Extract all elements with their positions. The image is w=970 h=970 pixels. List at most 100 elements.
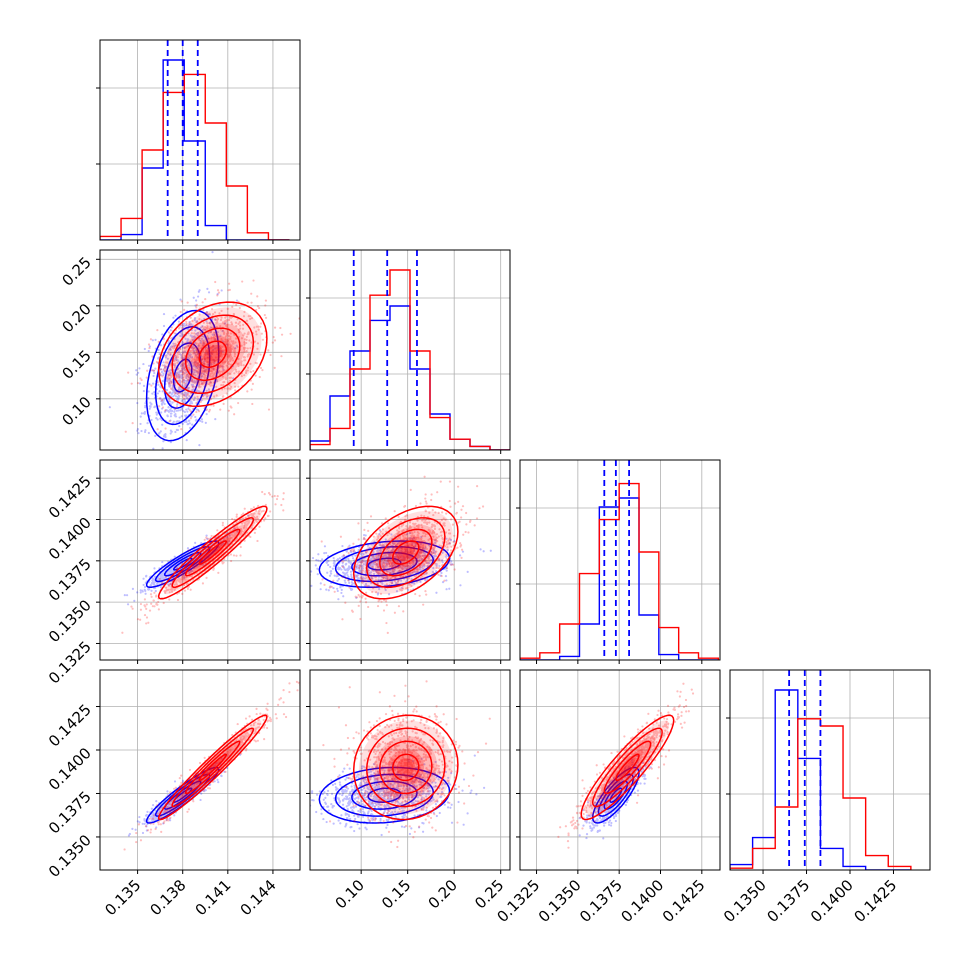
scatter-point (194, 346, 197, 350)
scatter-point (346, 574, 349, 577)
scatter-point (194, 336, 197, 339)
scatter-point (342, 595, 345, 598)
scatter-point (202, 328, 205, 331)
scatter-point (235, 324, 238, 328)
scatter-point (230, 350, 233, 353)
scatter-point (183, 576, 186, 579)
scatter-point (219, 346, 222, 350)
scatter-point (233, 533, 236, 536)
scatter-point (157, 600, 160, 604)
scatter-point (151, 605, 154, 608)
scatter-point (205, 556, 209, 560)
scatter-point (168, 364, 171, 367)
scatter-point (218, 545, 221, 548)
scatter-point (193, 317, 197, 320)
scatter-point (183, 576, 186, 579)
scatter-point (151, 581, 155, 584)
scatter-point (192, 413, 195, 416)
scatter-point (189, 400, 192, 403)
scatter-point (205, 311, 208, 314)
scatter-point (231, 322, 234, 326)
scatter-point (189, 402, 192, 405)
scatter-point (193, 564, 196, 568)
scatter-point (243, 521, 246, 524)
scatter-point (162, 373, 165, 377)
scatter-point (177, 394, 180, 398)
scatter-point (161, 572, 164, 575)
scatter-point (201, 375, 204, 378)
scatter-point (227, 289, 230, 292)
scatter-point (197, 372, 200, 375)
scatter-point (177, 420, 180, 423)
scatter-point (181, 422, 184, 425)
scatter-point (194, 369, 197, 372)
scatter-point (212, 550, 215, 553)
scatter-point (219, 364, 222, 367)
scatter-point (183, 382, 186, 385)
scatter-point (243, 526, 246, 529)
scatter-point (203, 538, 206, 541)
scatter-point (199, 400, 202, 404)
contour-line-1 (171, 314, 255, 394)
scatter-point (189, 569, 193, 573)
scatter-point (161, 582, 164, 585)
scatter-point (169, 373, 172, 376)
scatter-point (187, 328, 190, 331)
scatter-point (230, 347, 233, 350)
scatter-point (151, 579, 154, 582)
scatter-point (332, 564, 336, 567)
scatter-point (195, 303, 199, 306)
scatter-point (213, 550, 216, 554)
scatter-point (143, 598, 147, 601)
scatter-point (336, 572, 339, 576)
scatter-point (158, 577, 161, 580)
scatter-point (191, 380, 195, 383)
scatter-point (227, 540, 230, 543)
scatter-point (153, 567, 156, 570)
scatter-point (187, 386, 190, 390)
scatter-point (234, 533, 237, 536)
scatter-point (154, 434, 157, 438)
scatter-point (239, 324, 242, 327)
scatter-point (161, 364, 164, 367)
scatter-point (257, 512, 260, 515)
scatter-point (239, 527, 243, 531)
scatter-point (176, 361, 179, 364)
scatter-point (138, 382, 142, 385)
scatter-point (174, 342, 177, 345)
scatter-point (169, 572, 172, 575)
scatter-point (216, 344, 219, 347)
scatter-point (181, 370, 184, 374)
scatter-point (222, 402, 225, 405)
scatter-point (210, 534, 213, 538)
scatter-point (216, 334, 219, 337)
scatter-point (173, 366, 176, 369)
scatter-point (168, 391, 171, 394)
scatter-point (207, 374, 210, 377)
scatter-point (198, 313, 201, 316)
scatter-point (184, 578, 188, 582)
scatter-point (155, 594, 158, 597)
scatter-point (175, 375, 179, 378)
scatter-point (228, 349, 231, 352)
scatter-point (150, 402, 153, 406)
scatter-point (435, 591, 438, 594)
scatter-point (283, 569, 285, 571)
scatter-point (186, 373, 189, 377)
scatter-point (449, 505, 452, 508)
scatter-point (323, 552, 326, 555)
scatter-point (459, 584, 462, 587)
scatter-point (245, 370, 248, 374)
scatter-point (160, 399, 164, 402)
scatter-point (180, 374, 183, 378)
scatter-point (181, 325, 184, 328)
scatter-point (172, 347, 175, 350)
scatter-point (168, 591, 171, 594)
scatter-point (193, 332, 196, 335)
scatter-point (464, 530, 467, 534)
scatter-point (177, 351, 181, 354)
scatter-point (247, 315, 250, 318)
scatter-point (186, 356, 189, 359)
scatter-point (178, 416, 181, 419)
scatter-point (234, 539, 237, 542)
